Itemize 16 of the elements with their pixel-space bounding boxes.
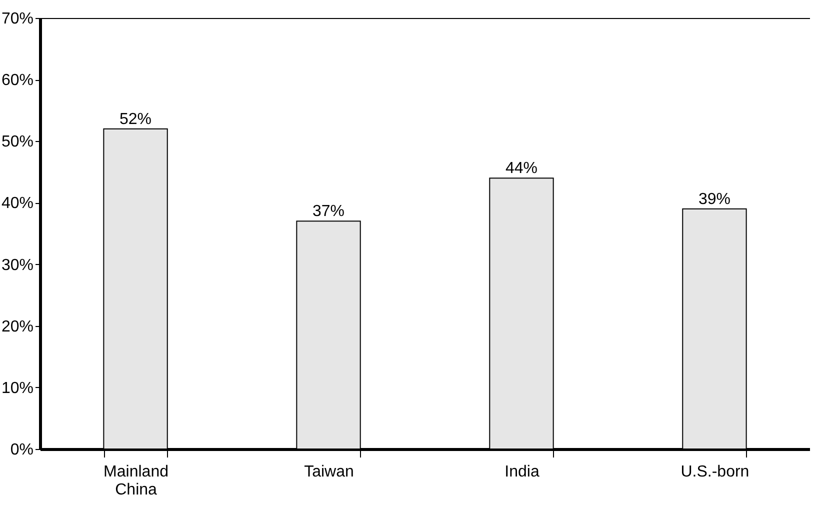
x-tick-label: India <box>504 464 540 480</box>
x-tick-label: Mainland China <box>104 464 168 498</box>
data-label: 52% <box>120 110 152 128</box>
y-tick-label: 40% <box>1 195 34 212</box>
y-tick-label: 60% <box>1 72 34 90</box>
y-tick-label: 10% <box>1 380 34 397</box>
y-tick-label: 20% <box>1 318 34 336</box>
data-label: 37% <box>312 203 345 220</box>
x-tick-label: Taiwan <box>304 464 354 480</box>
y-tick-label: 50% <box>1 134 34 151</box>
y-tick-label: 0% <box>10 442 34 458</box>
data-label: 44% <box>505 160 538 178</box>
y-tick-label: 30% <box>1 256 34 274</box>
data-label: 39% <box>698 190 730 208</box>
x-tick-label: U.S.-born <box>680 464 750 480</box>
y-tick-label: 70% <box>1 10 34 28</box>
